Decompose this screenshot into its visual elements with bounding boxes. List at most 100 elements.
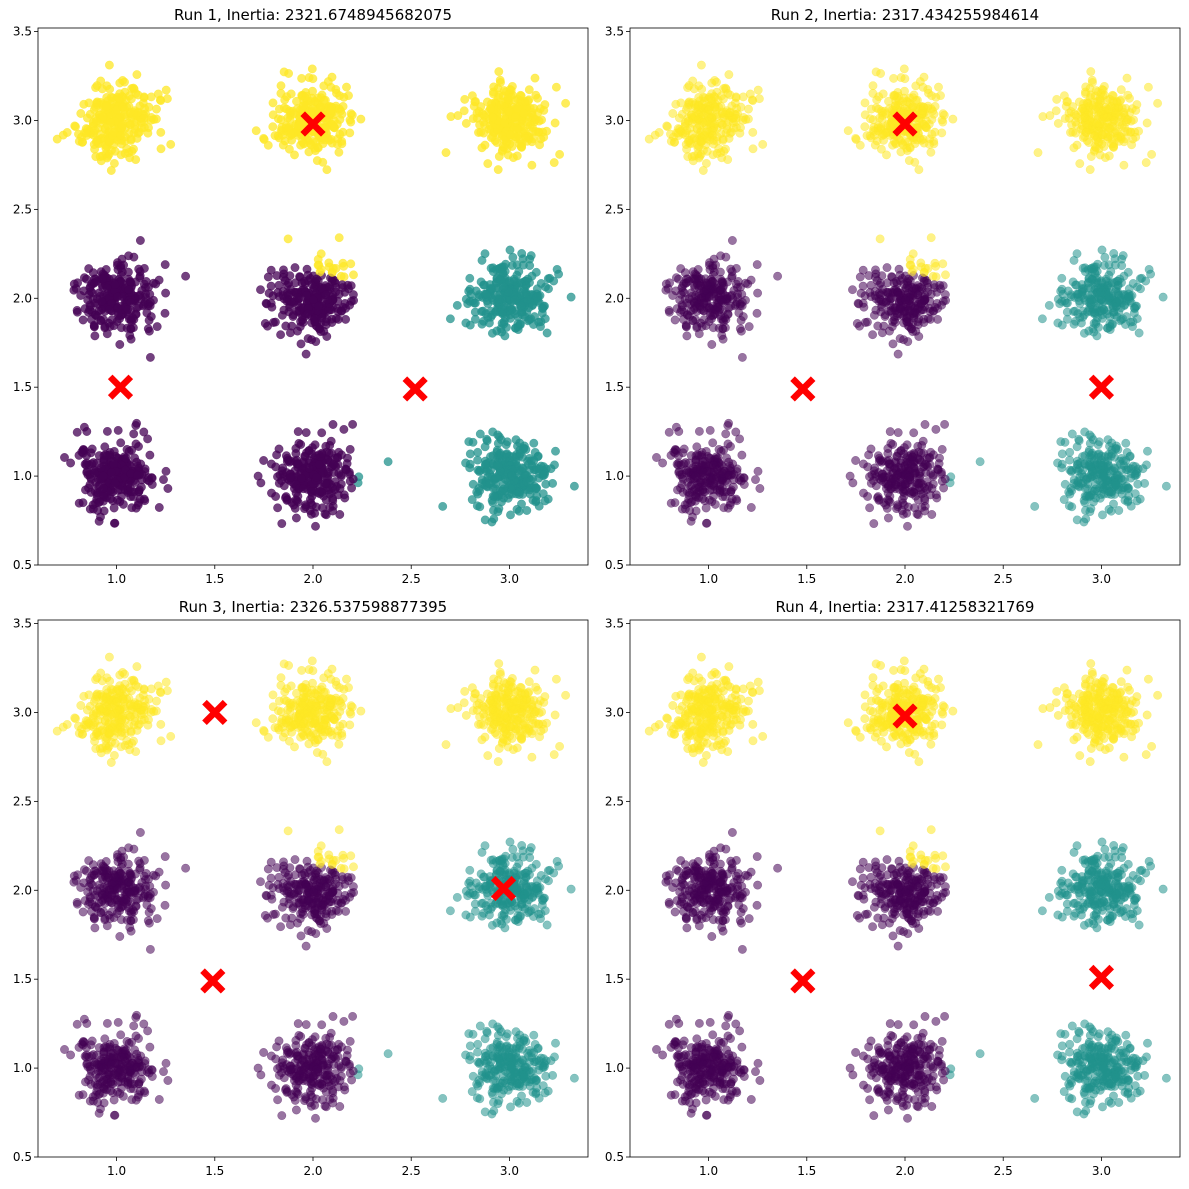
scatter-point [286,89,296,99]
scatter-point [473,447,483,457]
scatter-point [925,460,935,470]
scatter-point [161,288,171,298]
scatter-point [1108,91,1118,101]
scatter-point [273,503,283,513]
scatter-point [513,104,523,114]
scatter-point [686,306,696,316]
scatter-point [869,519,879,529]
scatter-point [694,283,704,293]
scatter-point [1091,135,1101,145]
scatter-point [102,673,112,683]
scatter-point [139,684,149,694]
scatter-point [711,104,721,114]
scatter-point [145,352,155,362]
x-tick-label: 2.0 [303,572,322,586]
scatter-point [716,285,726,295]
scatter-point [342,82,351,92]
scatter-point [106,118,116,128]
scatter-point [664,427,674,437]
scatter-point [101,694,111,704]
scatter-point [474,290,484,300]
scatter-point [684,81,694,91]
scatter-point [94,306,104,316]
scatter-point [915,295,925,305]
scatter-point [868,330,878,340]
scatter-point [736,326,746,336]
x-tick-label: 2.5 [402,572,421,586]
scatter-point [76,109,86,118]
scatter-point [438,501,448,511]
scatter-point [1142,118,1152,128]
scatter-point [1055,299,1065,309]
scatter-point [325,502,335,512]
scatter-point [284,144,294,154]
scatter-point [1083,484,1093,494]
scatter-point [1123,496,1133,506]
scatter-point [256,285,265,295]
scatter-point [162,94,172,104]
scatter-point [724,70,734,80]
scatter-point [1085,165,1095,175]
scatter-point [117,139,127,149]
scatter-point [477,143,487,153]
scatter-point [937,444,947,454]
scatter-point [684,276,694,286]
scatter-point [1119,301,1129,311]
scatter-point [480,249,490,259]
scatter-point [913,510,923,520]
scatter-point [863,492,873,501]
scatter-point [851,135,861,144]
scatter-point [292,96,301,106]
scatter-point [679,444,689,454]
scatter-point [1033,148,1043,158]
scatter-point [268,122,278,132]
scatter-point [670,315,680,325]
scatter-point [304,463,314,473]
scatter-point [720,313,730,323]
scatter-point [1117,454,1126,463]
scatter-point [445,314,455,324]
scatter-point [84,690,94,700]
scatter-point [113,425,123,435]
scatter-point [77,447,87,457]
scatter-point [1113,445,1123,455]
scatter-point [519,108,529,118]
scatter-point [1075,159,1085,169]
scatter-point [569,481,579,491]
scatter-point [940,474,950,484]
scatter-point [480,442,490,452]
scatter-point [333,314,343,324]
scatter-point [115,89,125,99]
scatter-point [698,118,708,128]
scatter-point [1117,278,1126,288]
scatter-point [140,496,150,506]
scatter-point [1080,87,1090,97]
scatter-point [530,73,540,83]
scatter-point [479,316,488,326]
scatter-point [323,467,333,477]
scatter-point [285,473,295,483]
scatter-point [1069,143,1079,153]
scatter-point [753,85,763,95]
scatter-point [502,322,511,332]
scatter-point [313,142,323,152]
scatter-point [272,271,282,281]
scatter-point [461,118,471,128]
scatter-point [876,144,886,154]
scatter-point [1126,116,1136,126]
scatter-point [923,263,933,273]
subplot-title: Run 3, Inertia: 2326.537598877395 [179,598,447,616]
scatter-point [1146,269,1156,279]
scatter-point [89,320,99,330]
scatter-point [307,500,317,510]
scatter-point [927,510,937,519]
scatter-point [1119,160,1129,170]
scatter-point [927,91,937,101]
scatter-point [499,135,509,145]
scatter-point [297,73,307,83]
scatter-point [922,123,932,133]
scatter-point [493,461,503,471]
scatter-point [139,427,149,437]
scatter-point [529,438,539,448]
scatter-point [146,707,156,717]
